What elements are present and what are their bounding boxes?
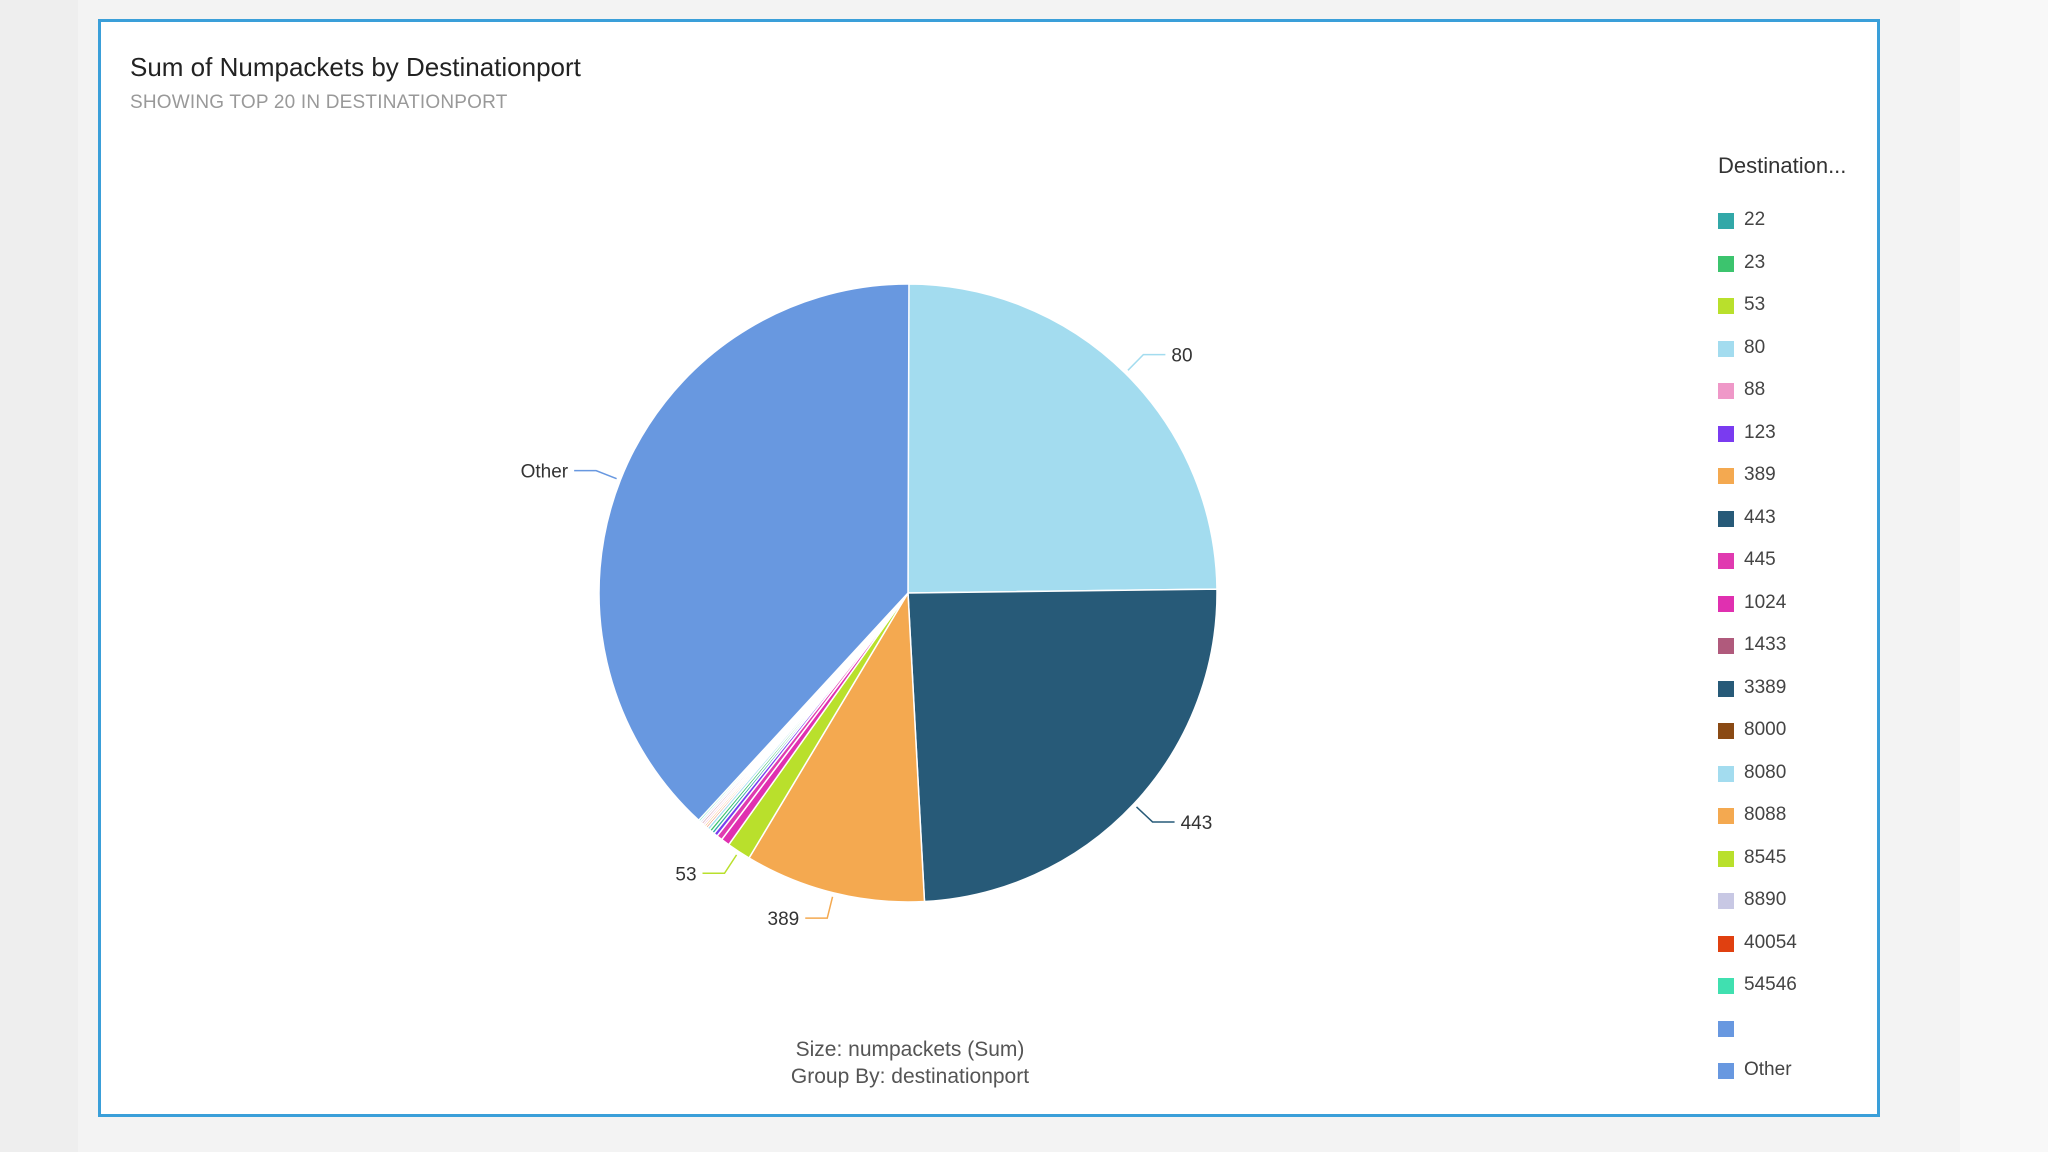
pie-slice-443[interactable]	[907, 588, 1218, 903]
legend-swatch	[1718, 723, 1734, 739]
leader-line-80	[1127, 353, 1166, 371]
legend-title: Destination...	[1718, 153, 1847, 178]
legend-swatch	[1718, 468, 1734, 484]
legend-label: 8545	[1744, 846, 1787, 868]
legend-swatch	[1718, 1063, 1734, 1079]
legend-label: 1433	[1744, 634, 1787, 655]
legend-swatch	[1718, 553, 1734, 569]
legend-swatch	[1718, 298, 1734, 314]
legend-label: 389	[1744, 464, 1776, 485]
legend-label: 88	[1744, 379, 1766, 400]
legend-label: 445	[1744, 549, 1776, 570]
page-left-margin	[0, 0, 78, 1152]
legend-label: 22	[1744, 209, 1766, 230]
leader-line-443	[1135, 806, 1175, 823]
legend-item[interactable]: 445	[1718, 548, 1858, 591]
slice-label-other: Other	[521, 462, 569, 483]
legend-item[interactable]: 8088	[1718, 803, 1858, 846]
legend-swatch	[1718, 850, 1734, 867]
legend-swatch	[1718, 383, 1734, 399]
legend-label: 8000	[1744, 719, 1787, 740]
legend-label: 80	[1744, 336, 1766, 358]
legend-swatch	[1718, 1020, 1734, 1037]
legend-swatch	[1718, 680, 1734, 697]
legend-item[interactable]	[1718, 1016, 1858, 1059]
legend-swatch	[1718, 935, 1734, 952]
legend-label: 443	[1744, 506, 1776, 528]
slice-label-443: 443	[1181, 813, 1213, 834]
legend-label: 40054	[1744, 931, 1797, 953]
legend-swatch	[1718, 893, 1734, 909]
legend-swatch	[1718, 213, 1734, 229]
legend-label: 23	[1744, 251, 1766, 273]
legend-swatch	[1718, 808, 1734, 824]
legend-item[interactable]: 22	[1718, 208, 1858, 251]
pie-slice-389[interactable]	[748, 590, 926, 903]
legend-label: 1024	[1744, 591, 1787, 613]
pie-slice-80[interactable]	[907, 283, 1218, 594]
legend-item[interactable]: 88	[1718, 378, 1858, 421]
group-caption: Group By: destinationport	[790, 1065, 1030, 1088]
chart-title: Sum of Numpackets by Destinationport	[130, 52, 581, 82]
legend-swatch	[1718, 595, 1734, 612]
leader-line-389	[805, 896, 834, 919]
legend-label: 8088	[1744, 804, 1787, 825]
chart-subtitle: SHOWING TOP 20 IN DESTINATIONPORT	[130, 92, 508, 113]
leader-line-other	[574, 469, 617, 480]
legend-item[interactable]: 8000	[1718, 718, 1858, 761]
page-right-margin	[1960, 0, 2048, 1152]
legend-item[interactable]: 8890	[1718, 888, 1858, 931]
legend-item[interactable]: 40054	[1718, 931, 1858, 974]
chart-footer: Size: numpackets (Sum) Group By: destina…	[791, 1036, 1029, 1090]
legend-item[interactable]: 8545	[1718, 846, 1858, 889]
legend-swatch	[1718, 765, 1734, 782]
legend-swatch	[1718, 510, 1734, 527]
slice-label-389: 389	[768, 909, 800, 930]
legend-item[interactable]: 1433	[1718, 633, 1858, 676]
legend-label: 3389	[1744, 676, 1787, 698]
legend-item[interactable]: Other	[1718, 1058, 1858, 1101]
legend-item[interactable]: 80	[1718, 336, 1858, 379]
legend-label: 8080	[1744, 761, 1787, 783]
legend-label: 123	[1744, 421, 1776, 443]
pie-slice-other[interactable]	[598, 283, 910, 822]
legend-label: Other	[1744, 1059, 1792, 1080]
legend-label: 54546	[1744, 974, 1797, 995]
legend-item[interactable]: 53	[1718, 293, 1858, 336]
legend-item[interactable]: 3389	[1718, 676, 1858, 719]
legend-item[interactable]: 1024	[1718, 591, 1858, 634]
slice-label-80: 80	[1171, 346, 1192, 367]
legend-swatch	[1718, 978, 1734, 994]
legend-item[interactable]: 8080	[1718, 761, 1858, 804]
slice-label-53: 53	[675, 864, 696, 885]
legend-swatch	[1718, 340, 1734, 357]
legend-item[interactable]: 23	[1718, 251, 1858, 294]
size-caption: Size: numpackets (Sum)	[795, 1038, 1025, 1061]
legend-swatch	[1718, 255, 1734, 272]
legend-swatch	[1718, 638, 1734, 654]
legend-swatch	[1718, 425, 1734, 442]
legend-item[interactable]: 389	[1718, 463, 1858, 506]
legend-label: 53	[1744, 294, 1766, 315]
legend-label: 8890	[1744, 889, 1787, 910]
legend-item[interactable]: 443	[1718, 506, 1858, 549]
legend: 22 23 53 80 88 123 389 443 445 1024 1433 3389 8000 80…	[1718, 208, 1858, 1101]
legend-item[interactable]: 123	[1718, 421, 1858, 464]
leader-line-53	[702, 854, 738, 875]
legend-item[interactable]: 54546	[1718, 973, 1858, 1016]
